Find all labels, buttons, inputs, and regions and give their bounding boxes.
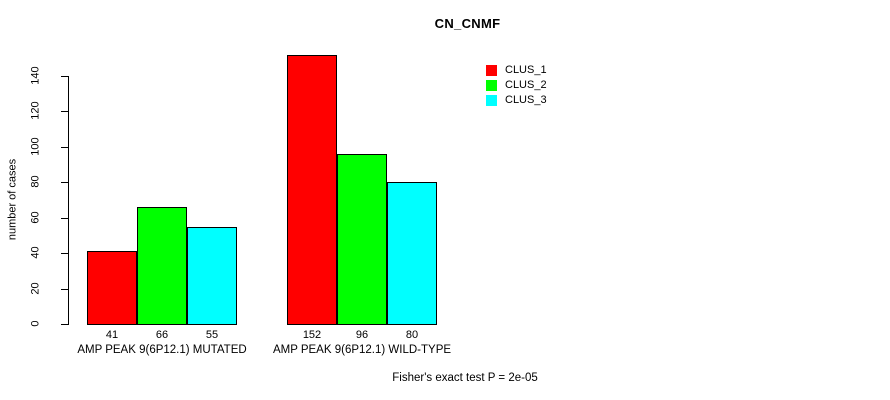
y-tick-mark bbox=[61, 182, 68, 184]
bar bbox=[387, 182, 437, 325]
y-tick-label: 20 bbox=[29, 281, 42, 295]
bar-value-label: 152 bbox=[302, 329, 322, 341]
legend-swatch-icon bbox=[486, 80, 497, 91]
y-tick-label: 120 bbox=[29, 101, 42, 121]
y-axis-line bbox=[68, 76, 69, 325]
bar-value-label: 55 bbox=[205, 329, 219, 341]
y-tick-label: 140 bbox=[29, 66, 42, 85]
y-tick-label-wrap: 80 bbox=[16, 176, 56, 188]
legend-swatch-icon bbox=[486, 65, 497, 76]
y-tick-label-wrap: 120 bbox=[16, 102, 56, 120]
y-tick-label-wrap: 40 bbox=[16, 247, 56, 259]
bar bbox=[337, 153, 387, 325]
legend-item-label: CLUS_3 bbox=[505, 94, 547, 106]
bar-value-label: 41 bbox=[105, 329, 119, 341]
legend-item: CLUS_1 bbox=[486, 63, 547, 78]
legend-item-label: CLUS_1 bbox=[505, 64, 547, 76]
legend-item: CLUS_2 bbox=[486, 78, 547, 93]
bar-value-label: 80 bbox=[405, 329, 419, 341]
y-axis-title: number of cases bbox=[6, 158, 19, 241]
y-tick-label-wrap: 140 bbox=[16, 66, 56, 84]
y-tick-mark bbox=[61, 111, 68, 113]
bar bbox=[87, 251, 137, 325]
y-tick-mark bbox=[61, 217, 68, 219]
y-tick-label-wrap: 60 bbox=[16, 211, 56, 224]
legend-item: CLUS_3 bbox=[486, 93, 547, 108]
y-tick-label-wrap: 0 bbox=[16, 318, 56, 330]
group-label: AMP PEAK 9(6P12.1) WILD-TYPE bbox=[272, 344, 452, 356]
y-tick-label: 40 bbox=[29, 246, 42, 259]
legend-item-label: CLUS_2 bbox=[505, 79, 547, 91]
y-tick-mark bbox=[61, 146, 68, 148]
y-tick-mark bbox=[61, 288, 68, 290]
bar-value-label: 96 bbox=[355, 329, 369, 341]
legend-swatch-icon bbox=[486, 95, 497, 106]
bar bbox=[287, 54, 337, 325]
y-tick-label: 100 bbox=[29, 137, 42, 156]
y-tick-mark bbox=[61, 324, 68, 325]
y-tick-label-wrap: 20 bbox=[16, 282, 56, 295]
y-tick-label: 60 bbox=[29, 211, 42, 224]
bar bbox=[187, 226, 237, 325]
legend: CLUS_1 CLUS_2 CLUS_3 bbox=[486, 63, 547, 108]
y-tick-label-wrap: 100 bbox=[16, 137, 56, 155]
bar bbox=[137, 207, 187, 325]
y-tick-mark bbox=[61, 253, 68, 255]
y-tick-label: 80 bbox=[29, 175, 42, 188]
y-tick-mark bbox=[61, 76, 68, 77]
statistics-annotation: Fisher's exact test P = 2e-05 bbox=[392, 372, 538, 384]
page-title: CN_CNMF bbox=[434, 16, 501, 31]
y-tick-label: 0 bbox=[29, 320, 42, 327]
group-label: AMP PEAK 9(6P12.1) MUTATED bbox=[77, 344, 247, 356]
bar-value-label: 66 bbox=[155, 329, 169, 341]
